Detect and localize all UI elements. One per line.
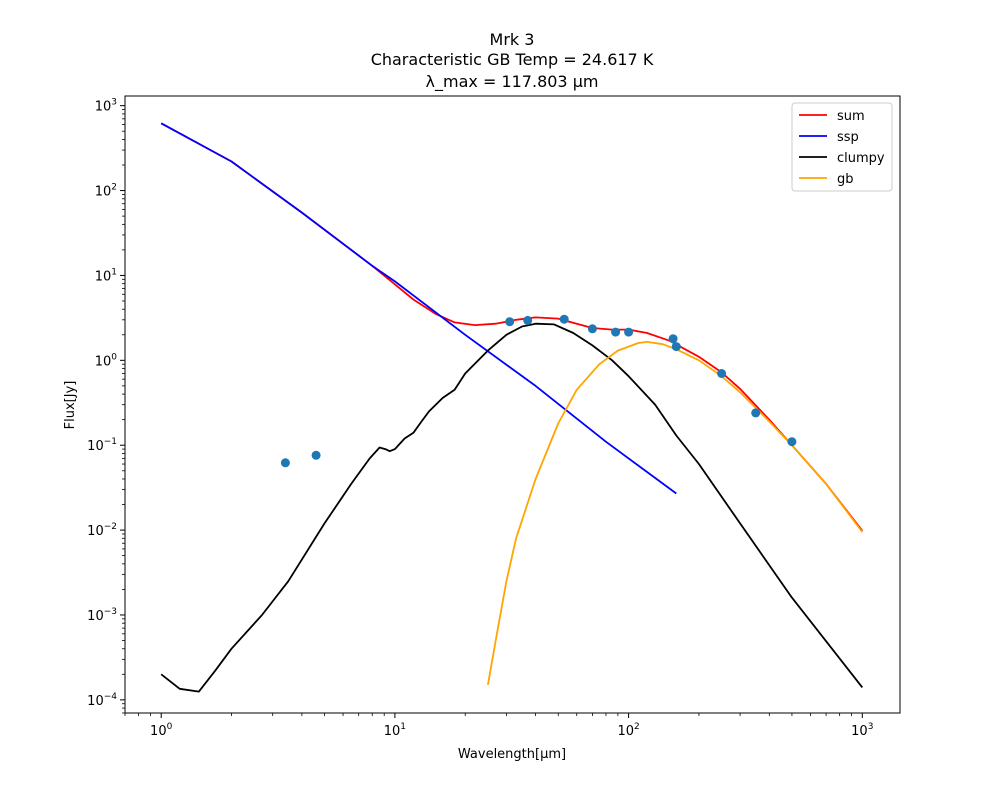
y-axis: 10−4 10−3 10−2 10−1 100 101 102 103	[87, 98, 125, 714]
x-axis-label: Wavelength[μm]	[458, 747, 566, 762]
data-point-4	[559, 314, 569, 324]
title-line-3: λ_max = 117.803 μm	[426, 72, 599, 92]
legend-label-clumpy: clumpy	[837, 151, 885, 166]
x-tick-label-0: 100	[150, 722, 173, 739]
y-tick-label-2: 10−2	[87, 522, 117, 539]
legend-label-sum: sum	[837, 109, 865, 124]
title-line-1: Mrk 3	[490, 30, 535, 49]
legend-label-ssp: ssp	[837, 130, 859, 145]
y-tick-label-3: 10−1	[87, 437, 117, 454]
data-point-7	[624, 327, 634, 337]
data-point-0	[280, 458, 290, 468]
plot-area	[160, 122, 864, 693]
plot-frame	[124, 95, 901, 714]
series-line-clumpy	[160, 322, 864, 693]
x-tick-label-1: 101	[384, 722, 406, 739]
legend-label-gb: gb	[837, 172, 854, 187]
legend-box	[791, 102, 893, 192]
x-tick-label-2: 102	[617, 722, 639, 739]
data-point-11	[751, 408, 761, 418]
title-line-2: Characteristic GB Temp = 24.617 K	[371, 50, 654, 69]
y-axis-label: Flux[Jy]	[63, 381, 78, 430]
data-point-1	[311, 450, 321, 460]
y-tick-label-4: 100	[95, 352, 118, 369]
chart-title: Mrk 3 Characteristic GB Temp = 24.617 K …	[371, 30, 654, 92]
series-line-gb	[487, 341, 864, 686]
series-line-sum	[160, 122, 864, 532]
y-tick-label-7: 103	[95, 98, 117, 115]
data-point-6	[611, 327, 621, 337]
legend: sum ssp clumpy gb	[791, 102, 893, 192]
y-tick-label-1: 10−3	[87, 607, 117, 624]
data-point-5	[587, 324, 597, 334]
data-point-12	[787, 437, 797, 447]
y-tick-label-5: 101	[95, 267, 117, 284]
data-point-8	[668, 334, 678, 344]
data-point-3	[523, 315, 533, 325]
data-point-2	[505, 317, 515, 327]
x-axis: 100 101 102 103	[124, 713, 873, 739]
y-tick-label-6: 102	[95, 183, 117, 200]
series-line-ssp	[160, 122, 677, 495]
data-point-10	[717, 369, 727, 378]
x-tick-label-3: 103	[851, 722, 873, 739]
data-point-9	[671, 342, 681, 352]
y-tick-label-0: 10−4	[87, 692, 117, 709]
